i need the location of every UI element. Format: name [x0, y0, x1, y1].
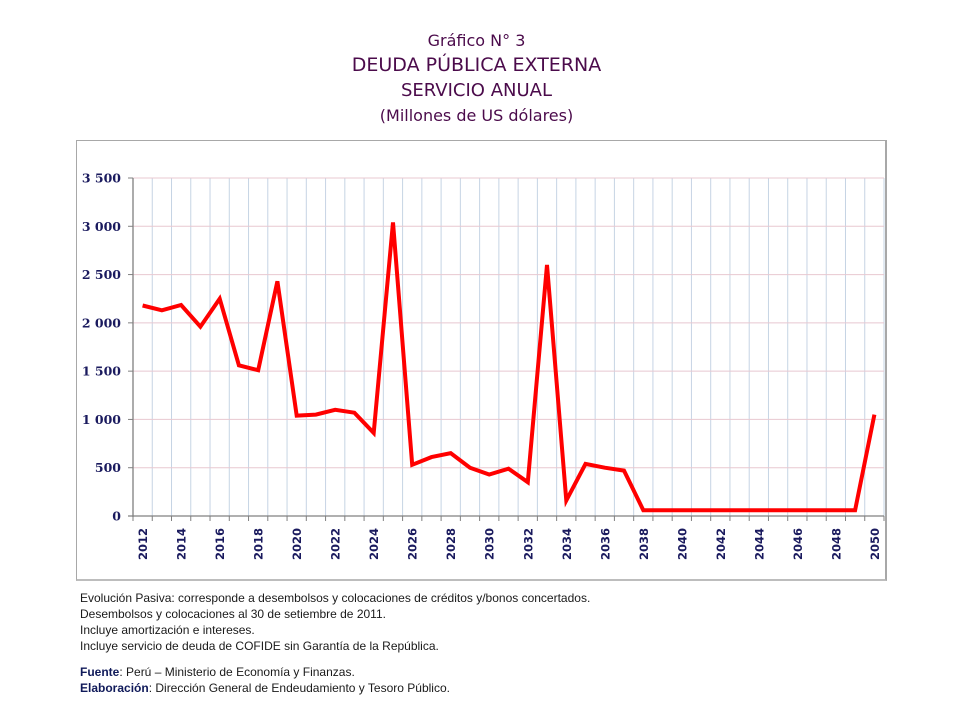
y-tick-label: 0 [112, 509, 121, 524]
x-axis-labels: 2012 2014 2016 2018 2020 2022 2024 2026 2028 2030… [136, 528, 882, 560]
x-tick-label: 2044 [752, 528, 766, 560]
y-tick-label: 3 500 [82, 171, 121, 186]
source-text: : Perú – Ministerio de Economía y Finanz… [119, 665, 355, 679]
x-tick-label: 2026 [406, 528, 420, 560]
note-4: Incluye servicio de deuda de COFIDE sin … [80, 639, 439, 653]
x-tick-label: 2014 [175, 528, 189, 560]
chart-frame [76, 140, 887, 581]
x-tick-label: 2016 [213, 528, 227, 560]
chart-title-block: Gráfico N° 3 DEUDA PÚBLICA EXTERNA SERVI… [0, 28, 953, 128]
credit-line: Elaboración: Dirección General de Endeud… [80, 680, 590, 696]
x-tick-label: 2030 [483, 528, 497, 560]
chart-subtitle: SERVICIO ANUAL [400, 80, 552, 101]
x-tick-label: 2040 [675, 528, 689, 560]
y-tick-label: 3 000 [82, 219, 121, 234]
y-tick-label: 1 000 [82, 412, 121, 427]
series [142, 222, 877, 513]
y-tick-label: 2 000 [82, 315, 121, 330]
x-tick-label: 2020 [290, 528, 304, 560]
credit-label: Elaboración [80, 681, 149, 695]
chart-units: (Millones de US dólares) [379, 106, 574, 125]
source-label: Fuente [80, 665, 120, 679]
note-2: Desembolsos y colocaciones al 30 de seti… [80, 607, 386, 621]
x-tick-label: 2032 [521, 528, 535, 560]
note-1: Evolución Pasiva: corresponde a desembol… [80, 591, 591, 605]
x-tick-label: 2050 [868, 528, 882, 560]
y-tick-label: 2 500 [82, 267, 121, 282]
x-tick-label: 2018 [252, 528, 266, 560]
series-line [142, 222, 877, 513]
x-tick-label: 2022 [329, 528, 343, 560]
y-axis-labels: 0 500 1 000 1 500 2 000 2 500 3 000 3 500 [82, 171, 121, 524]
credit-text: : Dirección General de Endeudamiento y T… [148, 681, 450, 695]
x-tick-label: 2034 [560, 528, 574, 560]
x-tick-label: 2024 [367, 528, 381, 560]
x-tick-label: 2042 [714, 528, 728, 560]
gridlines [133, 177, 885, 516]
source-line: Fuente: Perú – Ministerio de Economía y … [80, 664, 590, 680]
x-tick-label: 2038 [637, 528, 651, 560]
chart-number: Gráfico N° 3 [427, 31, 526, 50]
x-tick-label: 2012 [136, 528, 150, 560]
x-tick-label: 2036 [598, 528, 612, 560]
axes [128, 177, 885, 521]
chart-title: DEUDA PÚBLICA EXTERNA [351, 54, 602, 76]
y-tick-label: 1 500 [82, 364, 121, 379]
y-tick-label: 500 [95, 460, 121, 475]
footnotes: Evolución Pasiva: corresponde a desembol… [80, 590, 590, 696]
x-tick-label: 2046 [791, 528, 805, 560]
note-3: Incluye amortización e intereses. [80, 623, 255, 637]
x-tick-label: 2048 [829, 528, 843, 560]
x-tick-label: 2028 [444, 528, 458, 560]
